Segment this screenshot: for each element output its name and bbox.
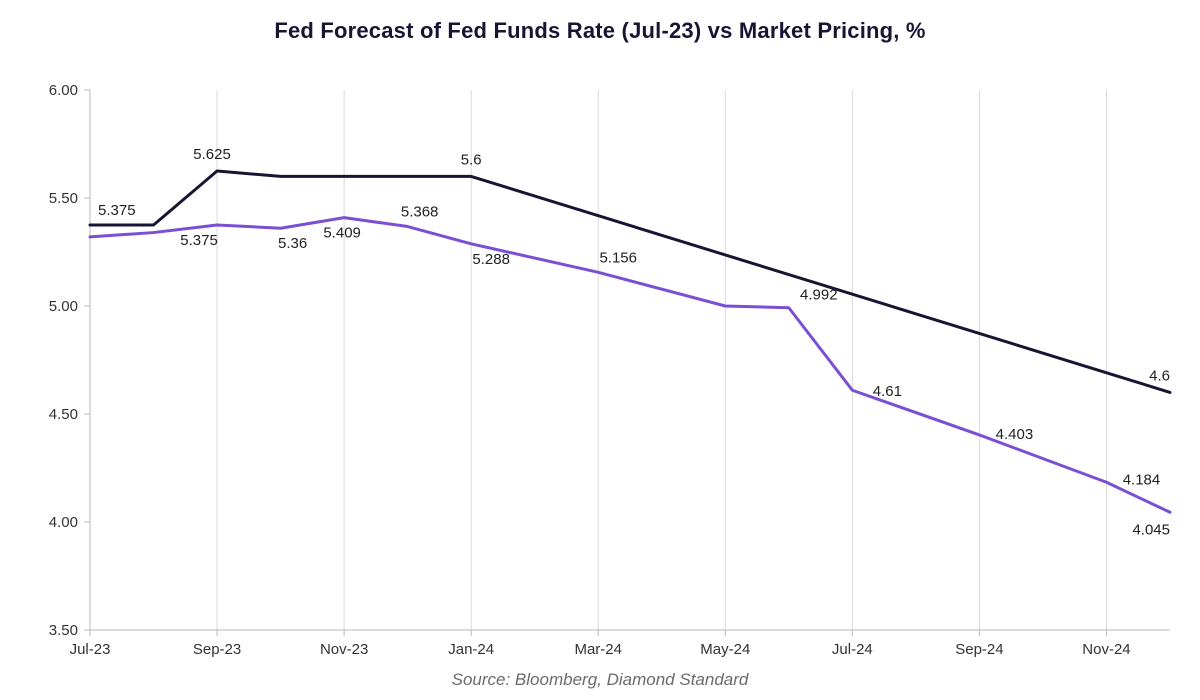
chart-source: Source: Bloomberg, Diamond Standard: [0, 670, 1200, 690]
data-point-label: 5.156: [599, 249, 637, 266]
x-tick-label: Jul-23: [70, 641, 111, 658]
data-point-label: 5.6: [461, 151, 482, 168]
data-point-label: 5.409: [323, 225, 361, 242]
data-point-label: 5.375: [98, 202, 136, 219]
x-tick-label: Sep-24: [955, 641, 1003, 658]
x-tick-label: Jan-24: [448, 641, 494, 658]
y-tick-label: 6.00: [49, 82, 78, 99]
y-tick-label: 3.50: [49, 622, 78, 639]
data-point-label: 4.045: [1132, 521, 1170, 538]
y-tick-label: 4.50: [49, 406, 78, 423]
x-tick-label: Sep-23: [193, 641, 241, 658]
data-point-label: 5.375: [180, 232, 218, 249]
data-point-label: 4.61: [873, 383, 902, 400]
y-tick-label: 5.50: [49, 190, 78, 207]
x-tick-label: Nov-24: [1082, 641, 1130, 658]
data-point-label: 5.368: [401, 204, 439, 221]
x-tick-label: Nov-23: [320, 641, 368, 658]
data-point-label: 4.6: [1149, 367, 1170, 384]
data-point-label: 5.288: [472, 251, 510, 268]
data-point-label: 4.992: [800, 287, 838, 304]
y-tick-label: 5.00: [49, 298, 78, 315]
data-point-label: 5.36: [278, 235, 307, 252]
x-tick-label: Jul-24: [832, 641, 873, 658]
data-point-label: 4.403: [996, 426, 1034, 443]
data-point-label: 5.625: [193, 146, 231, 163]
x-tick-label: May-24: [700, 641, 750, 658]
line-chart-svg: 3.50 4.00 4.50 5.00 5.50 6.00 Jul-23 Sep-23 Nov-…: [0, 0, 1200, 700]
data-point-label: 4.184: [1123, 471, 1161, 488]
y-tick-label: 4.00: [49, 514, 78, 531]
chart-container: Fed Forecast of Fed Funds Rate (Jul-23) …: [0, 0, 1200, 700]
x-tick-label: Mar-24: [574, 641, 622, 658]
